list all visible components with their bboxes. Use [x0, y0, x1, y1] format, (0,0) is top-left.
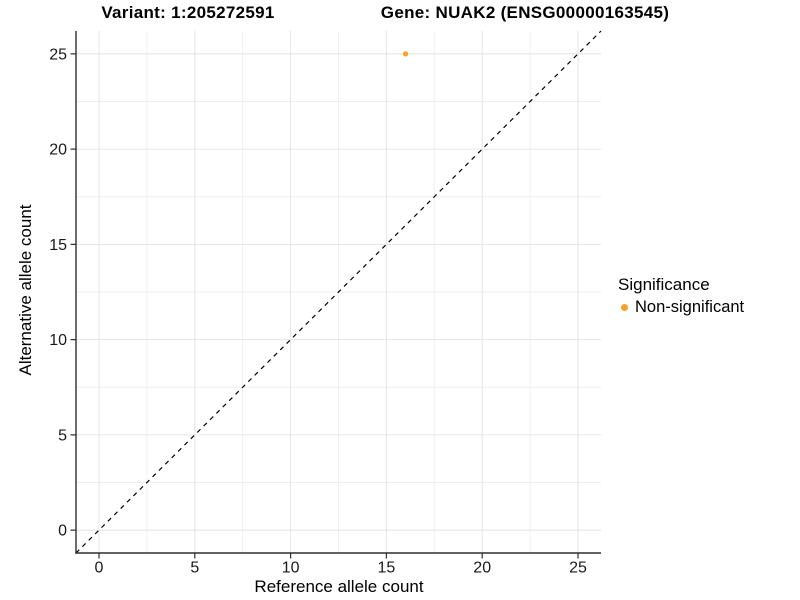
legend: Significance Non-significant	[618, 275, 744, 317]
variant-title: Variant: 1:205272591	[101, 3, 275, 22]
x-tick-label: 10	[282, 560, 300, 577]
y-tick-label: 10	[49, 332, 67, 349]
data-point	[402, 51, 409, 57]
x-tick-label: 0	[95, 560, 104, 577]
y-axis-title: Alternative allele count	[16, 204, 35, 376]
x-tick-label: 15	[378, 560, 396, 577]
x-tick-label: 25	[569, 560, 587, 577]
legend-key	[618, 301, 631, 315]
y-tick-label: 15	[49, 237, 67, 254]
x-tick-label: 20	[473, 560, 491, 577]
x-tick-label: 5	[190, 560, 199, 577]
gene-title: Gene: NUAK2 (ENSG00000163545)	[380, 3, 670, 22]
y-tick-label: 5	[58, 427, 67, 444]
legend-title: Significance	[618, 275, 710, 294]
y-tick-label: 20	[49, 142, 67, 159]
x-axis-title: Reference allele count	[254, 577, 424, 596]
y-tick-label: 25	[49, 46, 67, 63]
legend-entry-label: Non-significant	[635, 298, 745, 316]
y-tick-label: 0	[58, 523, 67, 540]
identity-line	[75, 30, 602, 554]
legend-point-icon	[620, 303, 629, 312]
legend-entry: Non-significant	[618, 298, 744, 317]
